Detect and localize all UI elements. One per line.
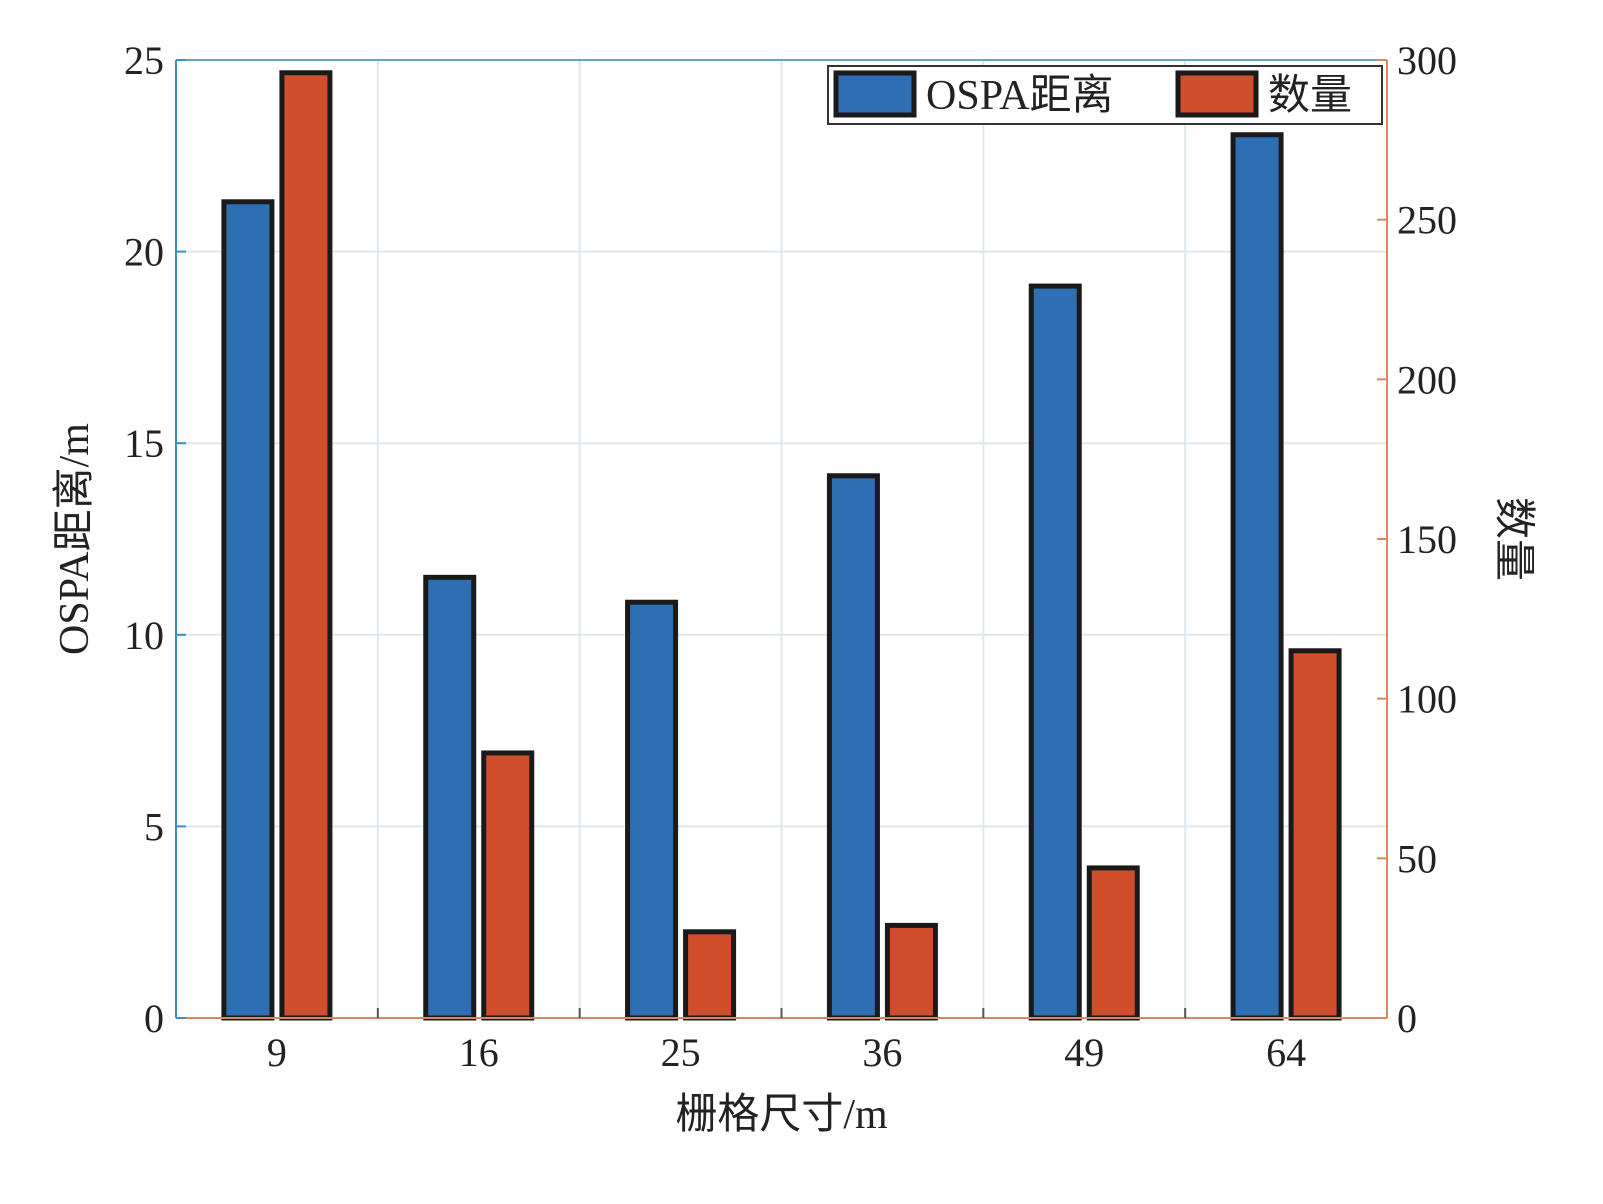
grid-layer xyxy=(176,59,1387,1019)
right-y-tick-label: 250 xyxy=(1397,198,1457,243)
bar-ospa xyxy=(826,473,880,1021)
right-y-axis-label: 数量 xyxy=(1490,497,1536,581)
right-y-tick-label: 100 xyxy=(1397,677,1457,722)
left-y-tick-label: 0 xyxy=(144,996,164,1041)
bar-count xyxy=(1288,648,1342,1021)
bar-count xyxy=(683,929,737,1021)
x-tick-label: 49 xyxy=(1064,1030,1104,1075)
right-y-tick-label: 0 xyxy=(1397,996,1417,1041)
left-y-axis-label: OSPA距离/m xyxy=(51,423,98,655)
bars-layer xyxy=(221,70,1342,1021)
left-y-tick-label: 25 xyxy=(124,38,164,83)
bar-count xyxy=(884,922,938,1021)
bar-count xyxy=(279,70,333,1021)
legend-swatch-ospa xyxy=(833,70,917,118)
bar-ospa xyxy=(625,599,679,1021)
bar-ospa xyxy=(423,574,477,1021)
left-y-tick-label: 10 xyxy=(124,613,164,658)
bar-ospa xyxy=(221,199,275,1021)
bar-count xyxy=(481,750,535,1021)
legend-box xyxy=(827,65,1383,125)
left-y-tick-label: 15 xyxy=(124,421,164,466)
right-y-tick-label: 50 xyxy=(1397,836,1437,881)
legend-label-count: 数量 xyxy=(1268,73,1352,119)
legend-label-ospa: OSPA距离 xyxy=(926,72,1114,119)
right-y-tick-label: 300 xyxy=(1397,38,1457,83)
x-tick-label: 25 xyxy=(661,1030,701,1075)
x-tick-label: 64 xyxy=(1266,1030,1306,1075)
x-tick-label: 9 xyxy=(267,1030,287,1075)
bar-ospa xyxy=(1028,283,1082,1021)
left-y-tick-label: 20 xyxy=(124,230,164,275)
x-tick-label: 36 xyxy=(862,1030,902,1075)
right-y-tick-label: 150 xyxy=(1397,517,1457,562)
labels-layer: 栅格尺寸/m OSPA距离/m 数量 xyxy=(51,423,1536,1138)
bar-ospa xyxy=(1230,132,1284,1021)
x-axis-label: 栅格尺寸/m xyxy=(675,1092,888,1138)
x-tick-label: 16 xyxy=(459,1030,499,1075)
right-y-tick-label: 200 xyxy=(1397,357,1457,402)
legend-swatch-count xyxy=(1175,70,1259,118)
legend: OSPA距离 数量 xyxy=(827,65,1383,125)
bar-count xyxy=(1086,865,1140,1021)
left-y-tick-label: 5 xyxy=(144,804,164,849)
